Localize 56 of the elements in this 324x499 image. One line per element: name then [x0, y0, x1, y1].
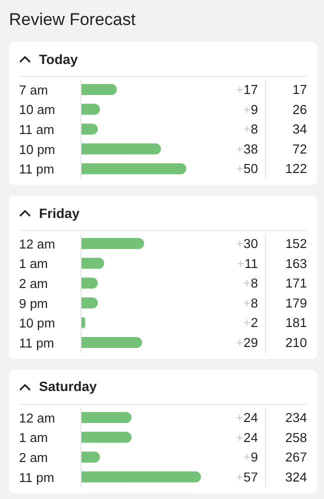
bar	[81, 143, 161, 154]
text: 179	[285, 295, 307, 310]
data-label: +29	[236, 334, 258, 350]
y-tick-label: 11 am	[19, 122, 54, 137]
text: 267	[285, 449, 307, 464]
text: 72	[292, 141, 307, 156]
text: 17	[292, 82, 307, 97]
data-label: +11	[236, 256, 258, 271]
y-tick-label: 12 am	[19, 410, 56, 426]
text: 122	[285, 161, 307, 176]
chart-title: Friday	[39, 206, 80, 220]
data-label: +8	[243, 122, 258, 137]
y-tick-label: 7 am	[19, 82, 48, 98]
y-tick-label: 1 am	[19, 430, 48, 445]
data-label: +57	[236, 469, 258, 484]
data-label: +2	[243, 315, 258, 330]
y-tick-label: 2 am	[19, 276, 48, 291]
y-tick-label: 11 pm	[19, 470, 54, 485]
text: 234	[285, 410, 307, 425]
text: 181	[285, 315, 307, 330]
text: 210	[285, 334, 307, 350]
text: 258	[285, 430, 307, 445]
chart-title: Review Forecast	[9, 9, 137, 31]
data-label: +38	[236, 141, 258, 156]
data-label: +24	[236, 430, 258, 445]
y-tick-label: 10 am	[19, 102, 56, 118]
data-label: +8	[243, 276, 258, 291]
bar	[81, 84, 117, 95]
y-tick-label: 9 pm	[19, 296, 48, 311]
data-label: +8	[243, 295, 258, 310]
y-tick-label: 1 am	[19, 256, 48, 272]
data-label: +30	[236, 236, 258, 251]
chart-subtitle: Today	[39, 52, 78, 66]
bar	[81, 163, 186, 174]
data-label: +9	[243, 449, 258, 464]
chart-title: Saturday	[39, 379, 97, 394]
y-tick-label: 10 pm	[19, 316, 56, 331]
bar	[81, 238, 144, 249]
y-tick-label: 11 pm	[19, 162, 54, 177]
y-tick-label: 10 pm	[19, 142, 56, 157]
y-tick-label: 2 am	[19, 450, 48, 465]
text: 163	[285, 256, 307, 271]
data-label: +9	[243, 102, 258, 117]
data-label: +24	[236, 410, 258, 425]
text: 34	[292, 122, 307, 137]
text: 152	[285, 236, 307, 251]
data-label: +50	[236, 161, 258, 176]
data-label: +17	[236, 82, 258, 97]
y-tick-label: 12 am	[19, 236, 56, 252]
text: 324	[285, 469, 307, 484]
text: 171	[285, 276, 307, 291]
bar	[81, 258, 104, 269]
y-tick-label: 11 pm	[19, 335, 54, 350]
text: 26	[292, 102, 307, 117]
bar	[81, 104, 100, 115]
bar	[81, 336, 142, 348]
